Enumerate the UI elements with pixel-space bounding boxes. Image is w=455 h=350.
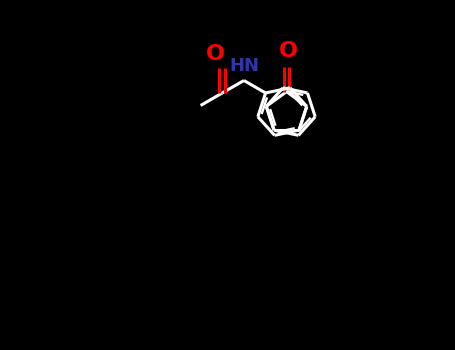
Text: O: O: [206, 44, 225, 64]
Text: HN: HN: [229, 57, 259, 75]
Text: O: O: [279, 41, 298, 62]
